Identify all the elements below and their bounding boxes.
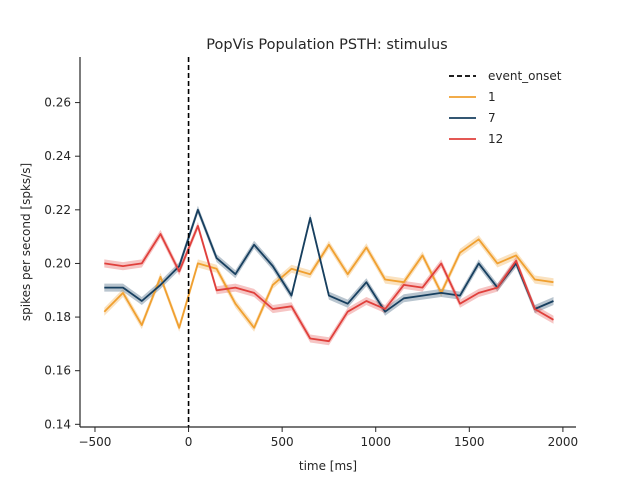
series-lines <box>103 208 554 343</box>
line-series-12 <box>104 224 554 343</box>
confidence-bands <box>104 205 554 346</box>
legend-label-12: 12 <box>488 132 503 146</box>
y-tick-label: 0.24 <box>44 149 71 163</box>
band-series-12 <box>104 221 554 346</box>
legend-label-7: 7 <box>488 111 496 125</box>
y-tick-label: 0.20 <box>44 256 71 270</box>
legend-label-1: 1 <box>488 90 496 104</box>
legend: event_onset 1 7 12 <box>449 69 562 146</box>
x-tick-label: −500 <box>78 435 111 449</box>
x-tick-label: 1000 <box>360 435 391 449</box>
y-axis-label: spikes per second [spks/s] <box>19 163 33 321</box>
x-tick-label: 500 <box>271 435 294 449</box>
x-tick-label: 1500 <box>454 435 485 449</box>
y-tick-label: 0.14 <box>44 417 71 431</box>
y-tick-label: 0.16 <box>44 364 71 378</box>
y-tick-label: 0.26 <box>44 96 71 110</box>
x-axis-label: time [ms] <box>299 459 357 473</box>
legend-label-event_onset: event_onset <box>488 69 562 83</box>
band-series-7 <box>104 205 554 316</box>
chart-title: PopVis Population PSTH: stimulus <box>206 37 447 53</box>
y-tick-label: 0.18 <box>44 310 71 324</box>
line-series-1 <box>103 238 554 329</box>
y-tick-label: 0.22 <box>44 203 71 217</box>
x-tick-label: 0 <box>185 435 193 449</box>
x-ticks: −500 0 500 1000 1500 2000 <box>78 427 578 449</box>
y-ticks: 0.14 0.16 0.18 0.20 0.22 0.24 0.26 <box>44 96 80 431</box>
line-series-7 <box>104 208 554 313</box>
x-tick-label: 2000 <box>548 435 579 449</box>
